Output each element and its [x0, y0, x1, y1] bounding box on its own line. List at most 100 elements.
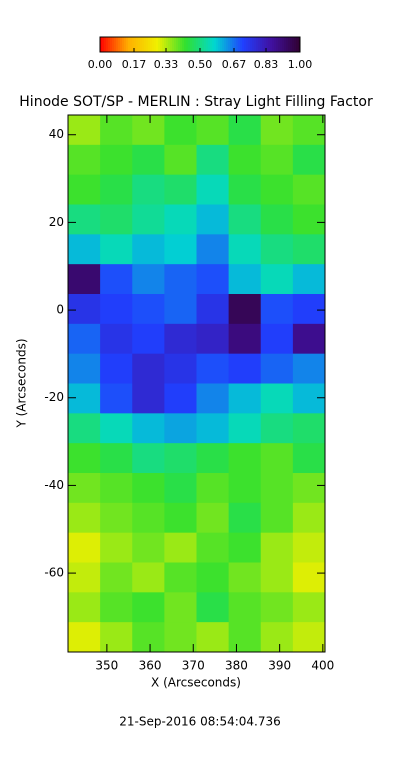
colorbar-swatch — [188, 37, 191, 52]
heatmap-cell — [68, 204, 101, 235]
heatmap-cell — [164, 502, 197, 534]
heatmap-cell — [68, 502, 101, 534]
colorbar-swatch — [274, 37, 277, 52]
colorbar-swatch — [256, 37, 259, 52]
colorbar-swatch — [262, 37, 265, 52]
heatmap-cell — [100, 383, 133, 414]
colorbar-swatch — [204, 37, 207, 52]
y-tick-label: -40 — [44, 478, 64, 492]
colorbar-tick-label: 0.33 — [154, 58, 179, 71]
colorbar-swatch — [220, 37, 223, 52]
colorbar-swatch — [232, 37, 235, 52]
colorbar-swatch — [102, 37, 105, 52]
heatmap-cell — [292, 353, 326, 384]
heatmap-cell — [68, 562, 101, 593]
x-tick-label: 360 — [139, 659, 162, 673]
colorbar-swatch — [276, 37, 279, 52]
heatmap-cell — [164, 115, 197, 146]
heatmap-cell — [164, 234, 197, 265]
heatmap-cell — [132, 294, 165, 325]
colorbar-swatch — [156, 37, 159, 52]
colorbar-swatch — [154, 37, 157, 52]
heatmap-cell — [132, 413, 165, 444]
colorbar-swatch — [292, 37, 295, 52]
colorbar-swatch — [106, 37, 109, 52]
heatmap-cell — [260, 562, 294, 593]
colorbar-swatch — [162, 37, 165, 52]
colorbar-swatch — [228, 37, 231, 52]
heatmap-cell — [196, 532, 230, 563]
colorbar-swatch — [202, 37, 205, 52]
colorbar-swatch — [212, 37, 215, 52]
heatmap-cell — [260, 144, 294, 176]
heatmap-cell — [132, 174, 165, 205]
colorbar-swatch — [190, 37, 193, 52]
heatmap-cell — [164, 323, 197, 355]
heatmap-cell — [292, 115, 326, 146]
colorbar-swatch — [168, 37, 171, 52]
colorbar-swatch — [264, 37, 267, 52]
heatmap-cell — [228, 532, 262, 563]
heatmap-cell — [100, 413, 133, 444]
plot-frame — [67, 114, 326, 653]
colorbar-swatch — [242, 37, 245, 52]
colorbar-swatch — [150, 37, 153, 52]
colorbar-tick-label: 0.50 — [188, 58, 213, 71]
heatmap-cell — [68, 592, 101, 623]
heatmap-cell — [260, 234, 294, 265]
heatmap-cell — [68, 174, 101, 205]
colorbar-swatch — [124, 37, 127, 52]
colorbar-swatch — [200, 37, 203, 52]
heatmap-cell — [164, 413, 197, 444]
x-axis-label: X (Arcseconds) — [151, 676, 241, 690]
colorbar-swatch — [186, 37, 189, 52]
heatmap-cell — [132, 502, 165, 534]
heatmap-cell — [260, 502, 294, 534]
colorbar-swatch — [216, 37, 219, 52]
colorbar-tick-label: 0.17 — [122, 58, 147, 71]
colorbar-swatch — [196, 37, 199, 52]
colorbar-tick-label: 0.83 — [254, 58, 279, 71]
heatmap-cell — [260, 294, 294, 325]
colorbar-swatch — [134, 37, 137, 52]
colorbar-swatch — [176, 37, 179, 52]
colorbar-swatch — [222, 37, 225, 52]
heatmap-cell — [164, 562, 197, 593]
colorbar-swatch — [284, 37, 287, 52]
heatmap-cell — [260, 532, 294, 563]
colorbar-tick-label: 1.00 — [288, 58, 313, 71]
colorbar-swatch — [108, 37, 111, 52]
colorbar-swatch — [244, 37, 247, 52]
colorbar-swatch — [122, 37, 125, 52]
heatmap-cell — [164, 204, 197, 235]
heatmap-cell — [68, 413, 101, 444]
heatmap-cell — [260, 413, 294, 444]
colorbar-swatch — [110, 37, 113, 52]
colorbar-swatch — [254, 37, 257, 52]
heatmap-cell — [260, 443, 294, 474]
heatmap-cell — [260, 473, 294, 504]
heatmap-cell — [228, 353, 262, 384]
footer: 21-Sep-2016 08:54:04.736 — [119, 715, 281, 729]
colorbar-swatch — [130, 37, 133, 52]
heatmap-cell — [292, 294, 326, 325]
heatmap-cell — [68, 532, 101, 563]
colorbar-swatch — [260, 37, 263, 52]
colorbar-swatch — [270, 37, 273, 52]
heatmap-cell — [260, 204, 294, 235]
y-axis-label: Y (Arcseconds) — [15, 338, 29, 428]
heatmap-cell — [292, 383, 326, 414]
colorbar-swatch — [236, 37, 239, 52]
colorbar-swatch — [272, 37, 275, 52]
colorbar-swatch — [268, 37, 271, 52]
heatmap-cell — [164, 174, 197, 205]
heatmap-cell — [196, 562, 230, 593]
colorbar-swatch — [178, 37, 181, 52]
colorbar-swatch — [218, 37, 221, 52]
heatmap-cell — [196, 443, 230, 474]
colorbar-swatch — [258, 37, 261, 52]
heatmap-cell — [228, 562, 262, 593]
heatmap-cell — [68, 473, 101, 504]
colorbar-swatch — [286, 37, 289, 52]
